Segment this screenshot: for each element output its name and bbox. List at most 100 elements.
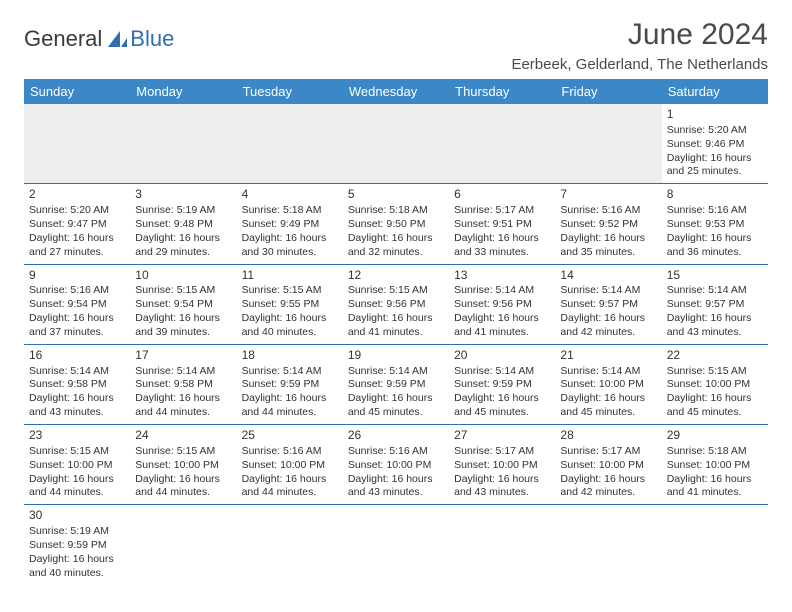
calendar-cell: 8Sunrise: 5:16 AMSunset: 9:53 PMDaylight… xyxy=(662,184,768,264)
sunrise-line: Sunrise: 5:15 AM xyxy=(242,284,338,298)
calendar-cell-empty xyxy=(662,505,768,585)
calendar-cell-empty xyxy=(449,104,555,184)
sunset-line: Sunset: 9:52 PM xyxy=(560,218,656,232)
daylight-line: and 44 minutes. xyxy=(242,406,338,420)
day-number: 18 xyxy=(242,348,338,364)
sunset-line: Sunset: 10:00 PM xyxy=(135,459,231,473)
calendar-cell: 27Sunrise: 5:17 AMSunset: 10:00 PMDaylig… xyxy=(449,425,555,505)
daylight-line: and 44 minutes. xyxy=(29,486,125,500)
sunset-line: Sunset: 9:56 PM xyxy=(454,298,550,312)
day-number: 19 xyxy=(348,348,444,364)
sunrise-line: Sunrise: 5:20 AM xyxy=(29,204,125,218)
calendar-cell: 29Sunrise: 5:18 AMSunset: 10:00 PMDaylig… xyxy=(662,425,768,505)
sunset-line: Sunset: 9:56 PM xyxy=(348,298,444,312)
sail-icon xyxy=(106,29,128,49)
day-number: 26 xyxy=(348,428,444,444)
sunset-line: Sunset: 9:58 PM xyxy=(135,378,231,392)
daylight-line: Daylight: 16 hours xyxy=(454,392,550,406)
day-number: 17 xyxy=(135,348,231,364)
daylight-line: and 45 minutes. xyxy=(454,406,550,420)
daylight-line: and 43 minutes. xyxy=(667,326,763,340)
sunset-line: Sunset: 10:00 PM xyxy=(454,459,550,473)
daylight-line: Daylight: 16 hours xyxy=(242,392,338,406)
calendar-cell: 6Sunrise: 5:17 AMSunset: 9:51 PMDaylight… xyxy=(449,184,555,264)
calendar-cell: 30Sunrise: 5:19 AMSunset: 9:59 PMDayligh… xyxy=(24,505,130,585)
sunset-line: Sunset: 9:48 PM xyxy=(135,218,231,232)
daylight-line: Daylight: 16 hours xyxy=(135,312,231,326)
sunset-line: Sunset: 10:00 PM xyxy=(242,459,338,473)
daylight-line: Daylight: 16 hours xyxy=(29,473,125,487)
daylight-line: and 25 minutes. xyxy=(667,165,763,179)
daylight-line: Daylight: 16 hours xyxy=(667,473,763,487)
day-number: 2 xyxy=(29,187,125,203)
daylight-line: and 45 minutes. xyxy=(348,406,444,420)
calendar-cell: 12Sunrise: 5:15 AMSunset: 9:56 PMDayligh… xyxy=(343,264,449,344)
daylight-line: and 32 minutes. xyxy=(348,246,444,260)
sunset-line: Sunset: 9:59 PM xyxy=(29,539,125,553)
daylight-line: Daylight: 16 hours xyxy=(454,312,550,326)
sunset-line: Sunset: 10:00 PM xyxy=(348,459,444,473)
calendar-cell-empty xyxy=(130,505,236,585)
calendar-cell-empty xyxy=(343,104,449,184)
sunrise-line: Sunrise: 5:17 AM xyxy=(454,204,550,218)
sunset-line: Sunset: 9:58 PM xyxy=(29,378,125,392)
sunrise-line: Sunrise: 5:14 AM xyxy=(560,284,656,298)
daylight-line: Daylight: 16 hours xyxy=(242,312,338,326)
daylight-line: Daylight: 16 hours xyxy=(454,232,550,246)
daylight-line: Daylight: 16 hours xyxy=(135,392,231,406)
sunset-line: Sunset: 9:54 PM xyxy=(135,298,231,312)
daylight-line: Daylight: 16 hours xyxy=(454,473,550,487)
sunrise-line: Sunrise: 5:17 AM xyxy=(560,445,656,459)
daylight-line: and 40 minutes. xyxy=(242,326,338,340)
sunset-line: Sunset: 10:00 PM xyxy=(667,459,763,473)
sunset-line: Sunset: 9:46 PM xyxy=(667,138,763,152)
daylight-line: and 44 minutes. xyxy=(242,486,338,500)
sunset-line: Sunset: 9:57 PM xyxy=(667,298,763,312)
calendar-cell: 26Sunrise: 5:16 AMSunset: 10:00 PMDaylig… xyxy=(343,425,449,505)
sunrise-line: Sunrise: 5:18 AM xyxy=(242,204,338,218)
daylight-line: and 37 minutes. xyxy=(29,326,125,340)
sunset-line: Sunset: 9:57 PM xyxy=(560,298,656,312)
day-header: Friday xyxy=(555,79,661,104)
daylight-line: Daylight: 16 hours xyxy=(348,232,444,246)
day-number: 11 xyxy=(242,268,338,284)
calendar-cell: 15Sunrise: 5:14 AMSunset: 9:57 PMDayligh… xyxy=(662,264,768,344)
sunset-line: Sunset: 9:49 PM xyxy=(242,218,338,232)
sunset-line: Sunset: 9:50 PM xyxy=(348,218,444,232)
sunrise-line: Sunrise: 5:17 AM xyxy=(454,445,550,459)
day-number: 13 xyxy=(454,268,550,284)
calendar-row: 2Sunrise: 5:20 AMSunset: 9:47 PMDaylight… xyxy=(24,184,768,264)
day-number: 1 xyxy=(667,107,763,123)
calendar-cell-empty xyxy=(130,104,236,184)
day-number: 23 xyxy=(29,428,125,444)
daylight-line: Daylight: 16 hours xyxy=(348,312,444,326)
calendar-cell: 10Sunrise: 5:15 AMSunset: 9:54 PMDayligh… xyxy=(130,264,236,344)
day-number: 15 xyxy=(667,268,763,284)
daylight-line: Daylight: 16 hours xyxy=(29,392,125,406)
title-block: June 2024 Eerbeek, Gelderland, The Nethe… xyxy=(511,18,768,73)
sunrise-line: Sunrise: 5:14 AM xyxy=(242,365,338,379)
daylight-line: Daylight: 16 hours xyxy=(29,312,125,326)
calendar-cell: 18Sunrise: 5:14 AMSunset: 9:59 PMDayligh… xyxy=(237,344,343,424)
calendar-body: 1 Sunrise: 5:20 AM Sunset: 9:46 PM Daylight… xyxy=(24,104,768,585)
daylight-line: and 27 minutes. xyxy=(29,246,125,260)
calendar-cell: 2Sunrise: 5:20 AMSunset: 9:47 PMDaylight… xyxy=(24,184,130,264)
day-number: 29 xyxy=(667,428,763,444)
sunset-line: Sunset: 10:00 PM xyxy=(560,459,656,473)
calendar-cell: 11Sunrise: 5:15 AMSunset: 9:55 PMDayligh… xyxy=(237,264,343,344)
day-number: 10 xyxy=(135,268,231,284)
calendar-cell-empty xyxy=(237,104,343,184)
calendar-cell: 14Sunrise: 5:14 AMSunset: 9:57 PMDayligh… xyxy=(555,264,661,344)
daylight-line: and 35 minutes. xyxy=(560,246,656,260)
calendar-cell-empty xyxy=(555,505,661,585)
sunset-line: Sunset: 9:53 PM xyxy=(667,218,763,232)
daylight-line: and 45 minutes. xyxy=(560,406,656,420)
day-header: Thursday xyxy=(449,79,555,104)
calendar-cell: 17Sunrise: 5:14 AMSunset: 9:58 PMDayligh… xyxy=(130,344,236,424)
day-number: 6 xyxy=(454,187,550,203)
calendar-cell: 5Sunrise: 5:18 AMSunset: 9:50 PMDaylight… xyxy=(343,184,449,264)
page-title: June 2024 xyxy=(511,18,768,52)
day-header: Saturday xyxy=(662,79,768,104)
day-number: 25 xyxy=(242,428,338,444)
daylight-line: Daylight: 16 hours xyxy=(242,232,338,246)
